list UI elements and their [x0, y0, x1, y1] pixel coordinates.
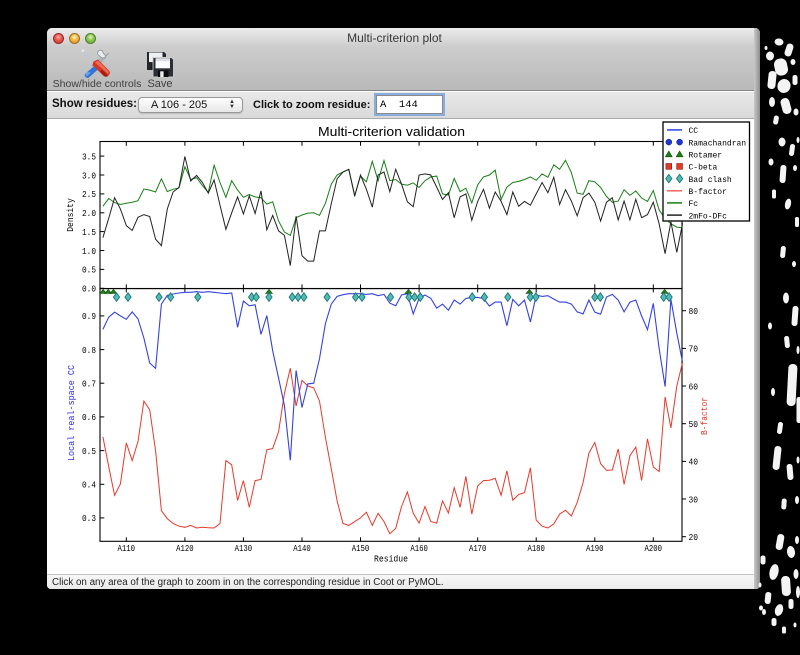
svg-text:CC: CC [689, 127, 699, 136]
svg-text:A170: A170 [469, 543, 487, 554]
svg-text:0.5: 0.5 [82, 265, 96, 276]
svg-text:20: 20 [689, 532, 699, 543]
svg-text:Residue: Residue [374, 554, 408, 565]
svg-text:30: 30 [689, 494, 699, 505]
svg-text:0.6: 0.6 [82, 412, 96, 423]
svg-text:2.0: 2.0 [82, 208, 96, 219]
svg-text:2.5: 2.5 [82, 189, 96, 200]
svg-text:A110: A110 [118, 543, 136, 554]
svg-text:A190: A190 [586, 543, 604, 554]
svg-text:A130: A130 [235, 543, 253, 554]
svg-text:3.0: 3.0 [82, 170, 96, 181]
svg-text:A120: A120 [176, 543, 194, 554]
svg-text:2mFo-DFc: 2mFo-DFc [689, 212, 728, 221]
svg-text:50: 50 [689, 419, 699, 430]
svg-text:Density: Density [65, 198, 76, 232]
svg-text:0.4: 0.4 [82, 480, 96, 491]
svg-text:0.3: 0.3 [82, 513, 96, 524]
svg-text:B-factor: B-factor [699, 397, 710, 435]
svg-text:B-factor: B-factor [689, 188, 728, 197]
svg-text:Multi-criterion validation: Multi-criterion validation [318, 124, 465, 139]
svg-text:Fc: Fc [689, 200, 699, 209]
svg-text:3.5: 3.5 [82, 151, 96, 162]
svg-text:A140: A140 [293, 543, 311, 554]
svg-text:Bad clash: Bad clash [689, 176, 732, 185]
svg-text:A160: A160 [410, 543, 428, 554]
svg-text:0.5: 0.5 [82, 446, 96, 457]
svg-text:40: 40 [689, 457, 699, 468]
svg-text:0.0: 0.0 [82, 284, 96, 295]
svg-text:0.7: 0.7 [82, 379, 96, 390]
svg-text:A180: A180 [527, 543, 545, 554]
svg-text:0.9: 0.9 [82, 311, 96, 322]
svg-text:A150: A150 [352, 543, 370, 554]
svg-text:A200: A200 [645, 543, 663, 554]
svg-text:Rotamer: Rotamer [689, 151, 723, 160]
svg-text:1.5: 1.5 [82, 227, 96, 238]
svg-text:Local real-space CC: Local real-space CC [66, 365, 77, 461]
svg-text:Ramachandran: Ramachandran [689, 139, 747, 148]
svg-text:60: 60 [689, 381, 699, 392]
svg-text:C-beta: C-beta [689, 164, 718, 173]
svg-text:0.8: 0.8 [82, 345, 96, 356]
svg-text:70: 70 [689, 344, 699, 355]
svg-text:80: 80 [689, 306, 699, 317]
svg-text:1.0: 1.0 [82, 246, 96, 257]
